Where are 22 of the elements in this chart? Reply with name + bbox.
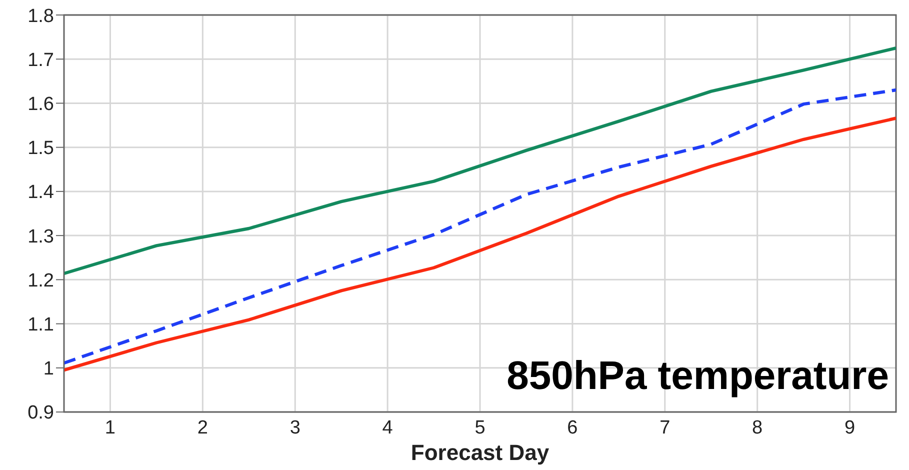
y-tick-label: 1 [43, 358, 54, 380]
y-tick-label: 1.2 [28, 270, 54, 292]
x-tick-label: 3 [290, 417, 300, 438]
y-tick-label: 1.5 [28, 138, 54, 160]
annotation: 850hPa temperature [506, 353, 889, 399]
x-tick-label: 8 [752, 417, 763, 438]
x-tick-label: 9 [844, 417, 856, 438]
x-tick-label: 1 [104, 417, 116, 438]
y-tick-label: 1.1 [28, 314, 54, 336]
x-tick-label: 4 [382, 417, 394, 438]
y-tick-label: 1.7 [28, 50, 54, 71]
x-tick-label: 5 [474, 417, 486, 438]
y-tick-label: 0.9 [28, 402, 54, 424]
y-tick-label: 1.8 [28, 6, 54, 27]
y-tick-label: 1.4 [28, 182, 54, 204]
line-series [64, 46, 896, 276]
x-tick-label: 2 [197, 417, 208, 438]
x-tick-label: 7 [660, 417, 670, 438]
y-tick-label: 1.3 [28, 226, 54, 248]
x-axis-title: Forecast Day [410, 440, 550, 465]
x-tick-label: 6 [567, 417, 578, 438]
y-tick-label: 1.6 [28, 94, 54, 115]
